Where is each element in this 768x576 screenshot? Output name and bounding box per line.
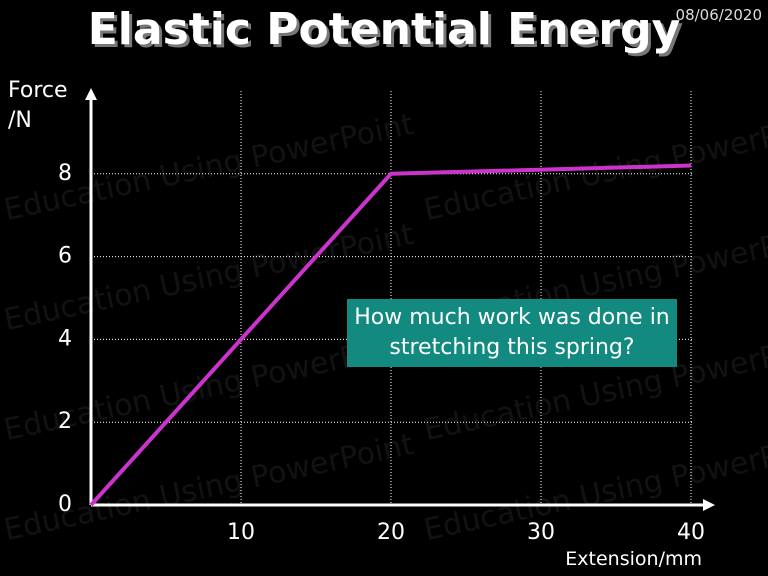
date: 08/06/2020 [675, 6, 762, 24]
y-tick-label: 2 [58, 409, 72, 434]
y-axis-arrow [85, 88, 97, 100]
annotation: How much work was done in stretching thi… [347, 299, 677, 367]
title: Elastic Potential Energy [87, 4, 681, 55]
y-tick-label: 4 [58, 326, 72, 351]
y-tick-label: 6 [58, 244, 72, 269]
x-tick-label: 40 [677, 520, 705, 545]
x-axis-arrow [703, 499, 715, 511]
y-axis-label: Force /N [8, 78, 68, 133]
x-axis-label: Extension/mm [565, 548, 702, 570]
x-tick-label: 30 [527, 520, 555, 545]
data-line [89, 163, 692, 507]
y-tick-label: 0 [58, 492, 72, 517]
x-tick-label: 10 [227, 520, 255, 545]
x-tick-label: 20 [377, 520, 405, 545]
y-tick-label: 8 [58, 161, 72, 186]
